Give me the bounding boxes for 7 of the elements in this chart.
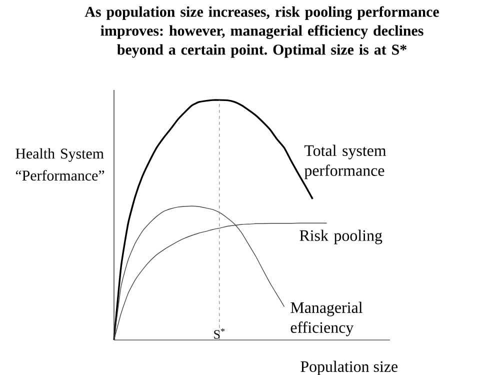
- chart-title: As population size increases, risk pooling performance improves: however, managerial efficiency declines beyond a certain point. Optimal size is at S*: [84, 6, 439, 58]
- series-label: Managerial efficiency: [290, 302, 362, 336]
- y-axis-title: Health System “Performance”: [16, 148, 104, 181]
- series-label: Risk pooling: [300, 230, 382, 244]
- annotation: S$^{*}$: [214, 328, 225, 339]
- x-axis-title: Population size: [300, 360, 398, 375]
- series-label: Total system performance: [304, 144, 386, 180]
